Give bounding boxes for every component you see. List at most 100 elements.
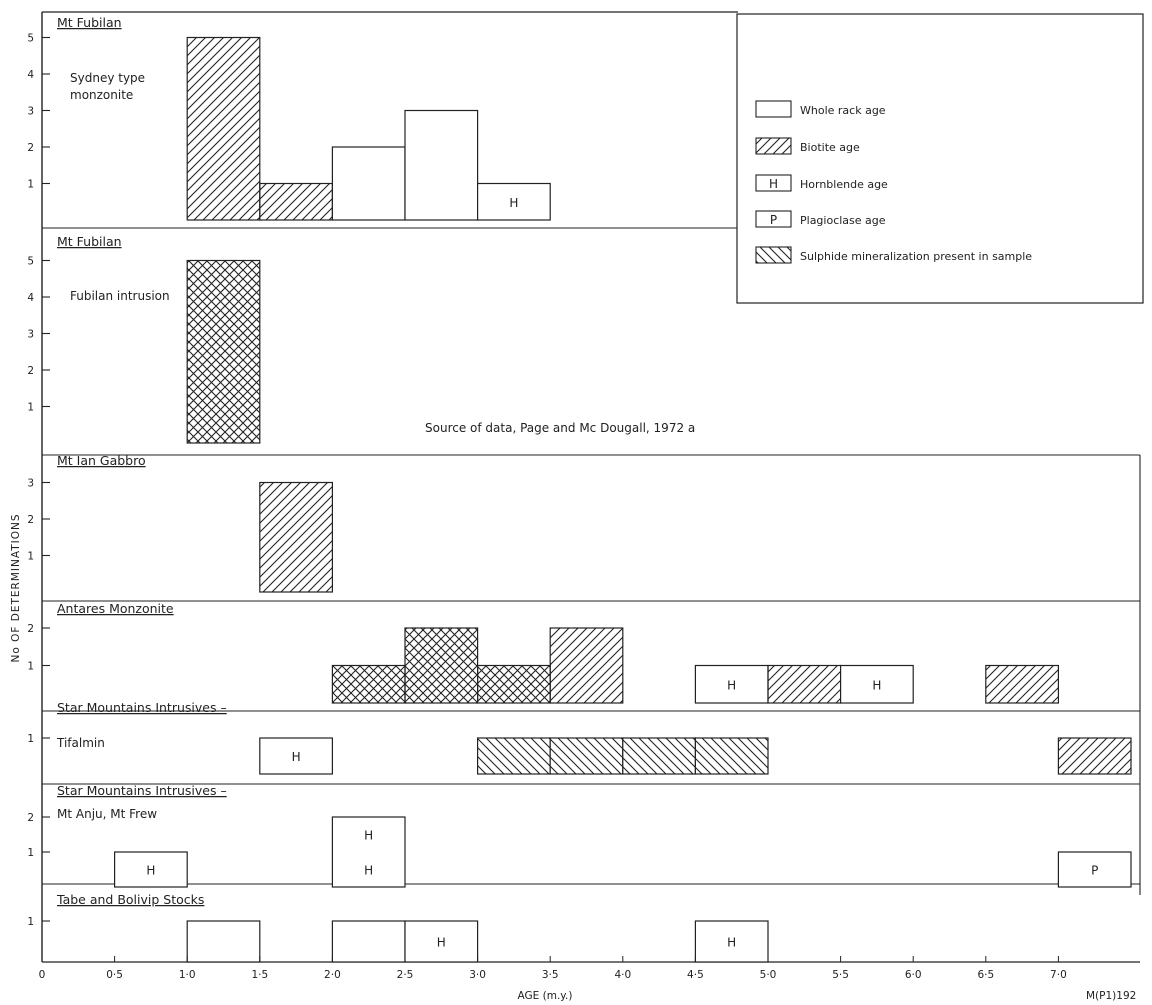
bar-sulphide-overlay bbox=[695, 738, 768, 774]
x-tick-label: 2·5 bbox=[397, 969, 414, 981]
bar bbox=[550, 628, 623, 703]
bar-letter: H bbox=[364, 829, 373, 843]
y-tick-label: 3 bbox=[27, 106, 34, 118]
y-tick-label: 1 bbox=[27, 916, 34, 928]
bar-outline bbox=[1057, 737, 1132, 775]
y-tick-label: 3 bbox=[27, 478, 34, 490]
y-tick-label: 1 bbox=[27, 733, 34, 745]
x-tick-label: 1·5 bbox=[251, 969, 268, 981]
y-tick-label: 4 bbox=[27, 69, 34, 81]
x-axis-ticks: 0 0·5 1·0 1·5 2·0 2·5 3·0 3·5 4·0 4·5 5·0 5·5 6·0 6·5… bbox=[39, 956, 1067, 981]
bar bbox=[259, 183, 333, 220]
y-tick-label: 5 bbox=[27, 33, 34, 45]
panel-subtitle: Fubilan intrusion bbox=[70, 289, 170, 303]
bar-outline bbox=[113, 851, 188, 888]
panel-subtitle: Sydney type bbox=[70, 71, 145, 85]
bar bbox=[405, 921, 478, 962]
y-axis-label: No OF DETERMINATIONS bbox=[10, 514, 22, 663]
panel-title: Star Mountains Intrusives – bbox=[57, 783, 227, 798]
bar-outline bbox=[985, 664, 1059, 704]
x-tick-label: 4·5 bbox=[687, 969, 704, 981]
bar-sulphide-overlay bbox=[332, 665, 405, 703]
legend-letter: H bbox=[769, 177, 778, 191]
legend-swatch-plagioclase bbox=[755, 210, 792, 228]
bar-letter: H bbox=[509, 196, 518, 210]
bar-outline bbox=[186, 920, 261, 963]
panel-subtitle: Tifalmin bbox=[56, 736, 105, 750]
panel-title: Star Mountains Intrusives – bbox=[57, 700, 227, 715]
y-tick-label: 1 bbox=[27, 402, 34, 414]
y-tick-label: 2 bbox=[27, 365, 34, 377]
bar bbox=[695, 665, 768, 703]
bar bbox=[114, 852, 188, 887]
legend: Whole rack age Biotite age H Hornblende age… bbox=[736, 13, 1144, 304]
bar bbox=[405, 110, 478, 220]
x-tick-label: 0 bbox=[39, 969, 46, 981]
bar-sulphide-overlay bbox=[477, 665, 551, 703]
bar-letter: H bbox=[727, 936, 736, 950]
bar bbox=[1058, 852, 1131, 887]
panel: Star Mountains Intrusives – Tifalmin 1 H bbox=[27, 700, 1132, 775]
bar-letter: H bbox=[872, 678, 881, 692]
bar-outline bbox=[549, 627, 624, 704]
bar bbox=[259, 482, 333, 592]
panel-title: Mt Fubilan bbox=[57, 15, 122, 30]
y-tick-label: 1 bbox=[27, 551, 34, 563]
legend-label-whole-rock: Whole rack age bbox=[800, 104, 886, 117]
legend-label-hornblende: Hornblende age bbox=[800, 178, 888, 191]
y-tick-label: 1 bbox=[27, 179, 34, 191]
bar-outline bbox=[186, 36, 261, 221]
bar-outline bbox=[404, 920, 479, 963]
x-tick-label: 2·0 bbox=[324, 969, 341, 981]
source-note: Source of data, Page and Mc Dougall, 197… bbox=[425, 421, 695, 435]
x-tick-label: 3·0 bbox=[469, 969, 486, 981]
bar-sulphide-overlay bbox=[187, 260, 260, 443]
x-tick-label: 1·0 bbox=[179, 969, 196, 981]
y-tick-label: 2 bbox=[27, 812, 34, 824]
y-tick-label: 5 bbox=[27, 256, 34, 268]
bar bbox=[840, 665, 914, 703]
panel: Mt Ian Gabbro 1 2 3 bbox=[27, 453, 333, 593]
bar-outline bbox=[694, 920, 769, 963]
y-tick-label: 2 bbox=[27, 623, 34, 635]
bar-sulphide-overlay bbox=[405, 628, 478, 703]
bar-letter: H bbox=[727, 678, 736, 692]
legend-swatch-sulphide bbox=[755, 246, 792, 264]
bar bbox=[1058, 738, 1131, 774]
x-tick-label: 0·5 bbox=[106, 969, 123, 981]
legend-swatch-biotite bbox=[755, 137, 792, 155]
bar bbox=[477, 183, 551, 220]
bar bbox=[187, 37, 260, 220]
bar-outline bbox=[259, 481, 333, 593]
panel-subtitle: Mt Anju, Mt Frew bbox=[57, 807, 157, 821]
bar bbox=[332, 817, 405, 887]
bar-sulphide-overlay bbox=[622, 738, 696, 774]
bar bbox=[695, 921, 768, 962]
figure-code: M(P1)192 bbox=[1086, 990, 1136, 1002]
panel: Tabe and Bolivip Stocks 1 H H bbox=[27, 892, 769, 963]
panel-title: Mt Fubilan bbox=[57, 234, 122, 249]
bar-outline bbox=[404, 109, 479, 221]
bar-letter: H bbox=[437, 936, 446, 950]
legend-swatch-hornblende bbox=[755, 174, 792, 192]
y-tick-label: 2 bbox=[27, 514, 34, 526]
bar bbox=[985, 665, 1059, 703]
bar-sulphide-overlay bbox=[550, 738, 623, 774]
x-tick-label: 7·0 bbox=[1050, 969, 1067, 981]
panel: Star Mountains Intrusives – Mt Anju, Mt F… bbox=[27, 783, 1132, 888]
panel-title: Tabe and Bolivip Stocks bbox=[56, 892, 204, 907]
panel: Antares Monzonite 1 2 H H bbox=[27, 601, 1059, 704]
bar-outline bbox=[186, 259, 261, 444]
bar-outline bbox=[259, 737, 333, 775]
bar-sulphide-overlay bbox=[477, 738, 551, 774]
bar-letter: H bbox=[364, 864, 373, 878]
panel-title: Mt Ian Gabbro bbox=[57, 453, 146, 468]
legend-box bbox=[736, 13, 1144, 304]
legend-label-biotite: Biotite age bbox=[800, 141, 860, 154]
bar bbox=[187, 921, 260, 962]
bar-letter: H bbox=[292, 750, 301, 764]
bar bbox=[259, 738, 333, 774]
bar-letter: H bbox=[146, 864, 155, 878]
